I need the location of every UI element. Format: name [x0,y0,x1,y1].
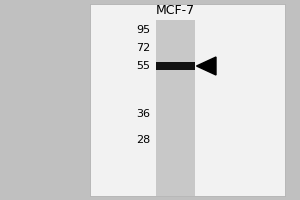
Text: 36: 36 [136,109,150,119]
Text: 95: 95 [136,25,150,35]
Bar [90,4,285,196]
Polygon shape [196,57,216,75]
Text: 55: 55 [136,61,150,71]
Text: 28: 28 [136,135,150,145]
Text: 72: 72 [136,43,150,53]
Text: MCF-7: MCF-7 [156,4,195,18]
Bar [156,62,195,70]
Bar [156,20,195,196]
